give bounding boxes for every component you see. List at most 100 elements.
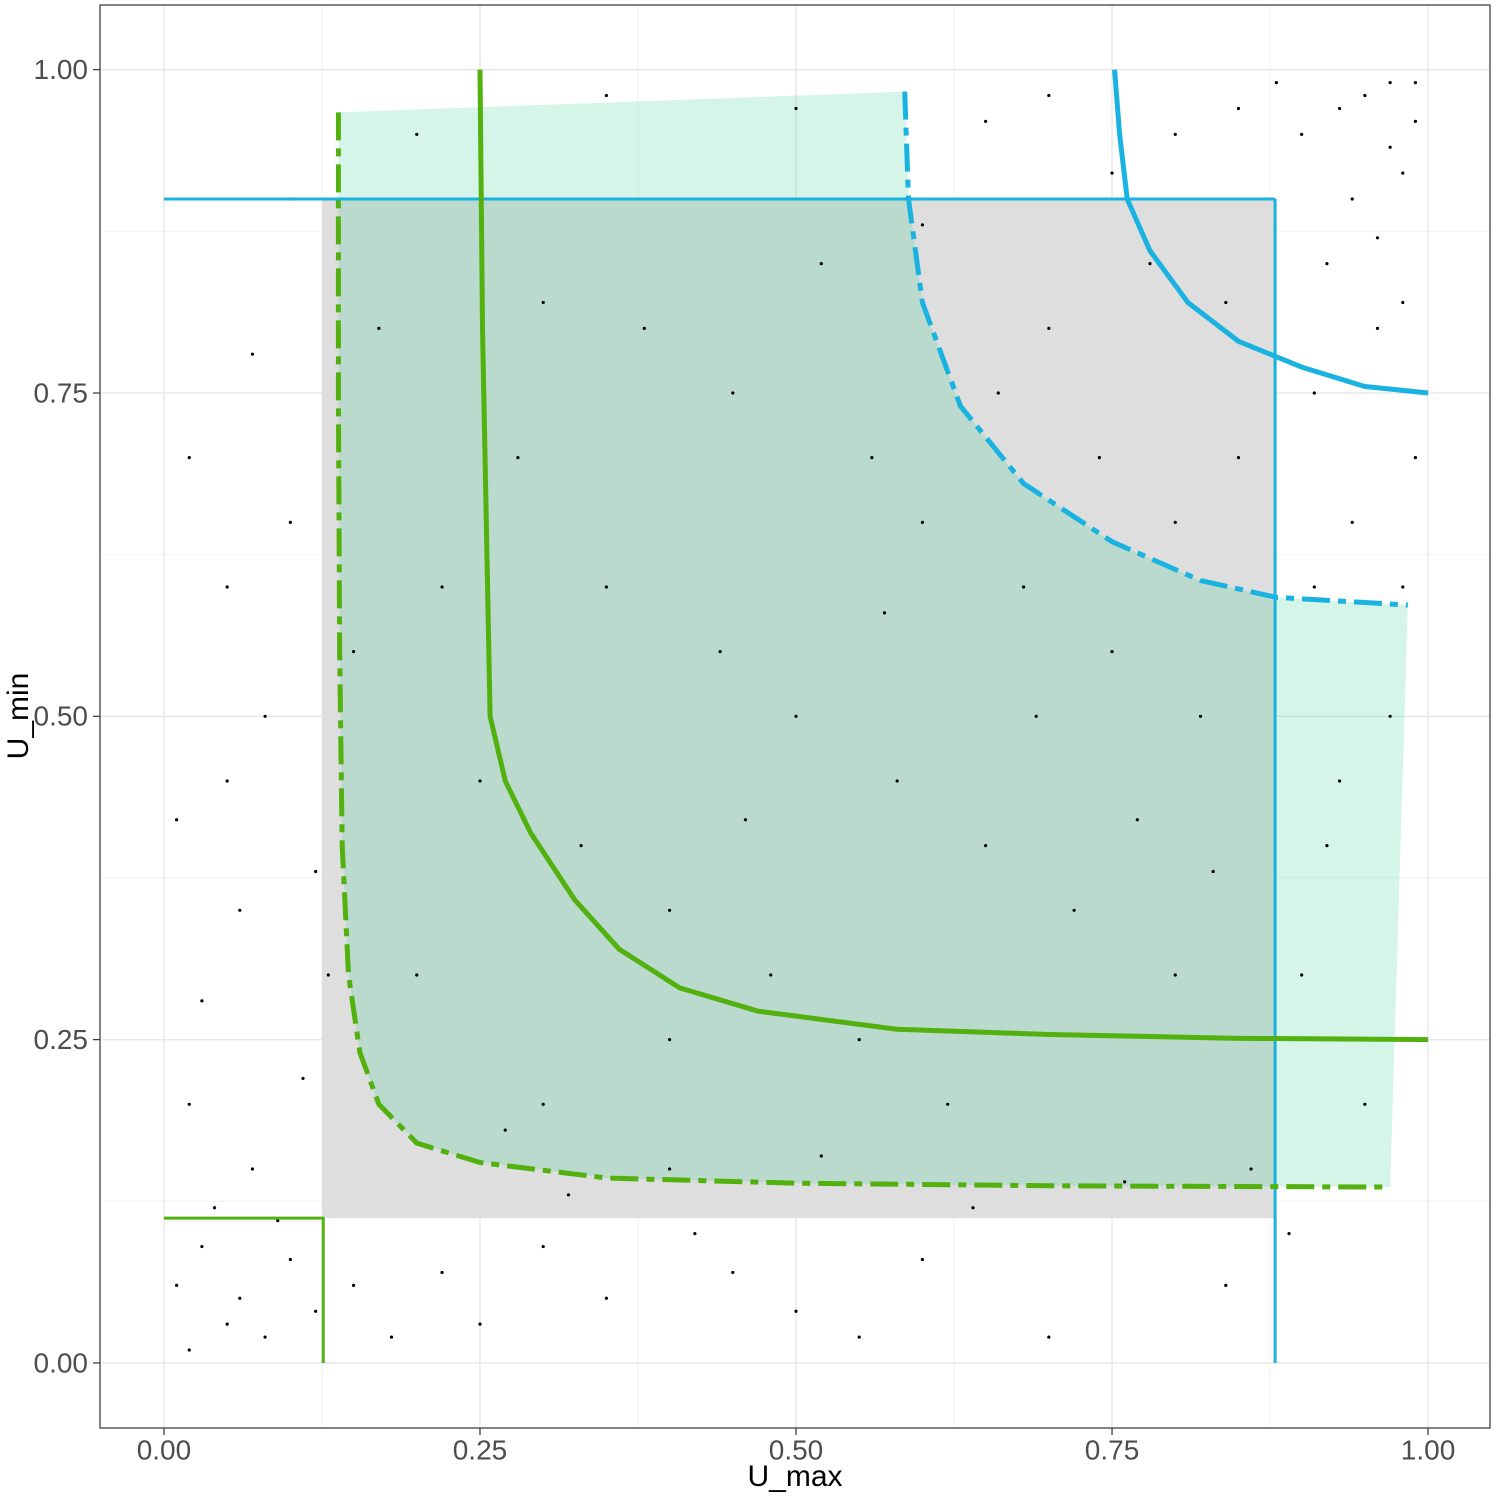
point [857, 1335, 861, 1339]
point [693, 1232, 697, 1236]
point [1249, 1167, 1253, 1171]
curve [163, 1216, 325, 1363]
point [1287, 1232, 1291, 1236]
shaded-area [338, 91, 1408, 1188]
point [1401, 171, 1405, 175]
point [1388, 145, 1392, 149]
point [920, 223, 925, 227]
point [263, 714, 267, 718]
point [200, 999, 204, 1003]
point [984, 119, 988, 123]
lines [163, 69, 1429, 1363]
point [920, 520, 925, 524]
point [377, 326, 381, 330]
point [1388, 80, 1392, 85]
point [1375, 236, 1380, 240]
point [1413, 119, 1418, 123]
point [1224, 1283, 1228, 1287]
point [187, 456, 191, 460]
y-tick-label: 0.00 [34, 1347, 89, 1378]
point [1034, 714, 1038, 718]
point [314, 1309, 318, 1313]
point [351, 1283, 356, 1287]
point [1413, 80, 1418, 85]
y-tick-label: 0.75 [34, 377, 89, 408]
point [579, 844, 583, 848]
curve [335, 112, 1386, 1190]
point [1047, 326, 1051, 330]
y-tick-label: 1.00 [34, 54, 89, 85]
y-axis-title: U_min [2, 673, 35, 760]
point [1135, 818, 1139, 822]
point [604, 93, 608, 98]
point [895, 779, 899, 783]
point [516, 456, 520, 460]
point [1325, 844, 1329, 848]
point [225, 585, 229, 589]
point [882, 611, 887, 615]
point [200, 1244, 204, 1249]
axes: 0.00 0.25 0.50 0.75 1.00 0.00 0.25 0.50 0.75 1.00 [34, 54, 1456, 1465]
areas [321, 91, 1408, 1219]
point [415, 132, 419, 136]
point [1388, 714, 1392, 718]
point [743, 818, 748, 822]
shaded-area [321, 198, 1276, 1219]
y-tick-label: 0.50 [34, 701, 89, 732]
point [731, 391, 735, 395]
x-tick-label: 0.00 [137, 1434, 192, 1465]
x-tick-label: 0.50 [769, 1434, 824, 1465]
point [1047, 1335, 1051, 1339]
point [1401, 585, 1405, 589]
point [1021, 585, 1026, 589]
point [1363, 1102, 1367, 1106]
point [1072, 908, 1076, 912]
point [819, 1154, 823, 1158]
point [642, 326, 646, 330]
point [212, 1206, 217, 1210]
point [175, 1283, 179, 1287]
point [1211, 869, 1215, 874]
point [225, 1322, 229, 1326]
point [288, 1257, 292, 1262]
point [187, 1102, 191, 1106]
x-tick-label: 1.00 [1401, 1434, 1456, 1465]
point [794, 1309, 798, 1313]
point [668, 1167, 672, 1171]
point [731, 1270, 735, 1275]
point [351, 650, 356, 654]
point [668, 908, 672, 912]
point [718, 650, 722, 654]
point [996, 391, 1000, 395]
x-tick-label: 0.25 [453, 1434, 508, 1465]
point [1337, 779, 1342, 783]
point [1363, 93, 1367, 98]
point [238, 908, 242, 912]
point [857, 1038, 861, 1042]
point [794, 714, 798, 718]
point [1300, 973, 1304, 977]
point [1173, 132, 1177, 136]
point [1375, 326, 1380, 330]
point [288, 520, 292, 524]
point [604, 585, 608, 589]
point [478, 779, 482, 783]
point [1110, 171, 1114, 175]
point [769, 973, 773, 977]
point [1123, 1180, 1127, 1184]
point [971, 1206, 975, 1210]
curve [477, 69, 1429, 1043]
point [794, 106, 798, 111]
curve [902, 91, 1408, 608]
point [415, 973, 419, 977]
point [276, 1219, 280, 1223]
point [503, 1128, 507, 1132]
point [1173, 973, 1177, 977]
point [1224, 300, 1228, 305]
point [389, 1335, 394, 1339]
point [1300, 132, 1304, 136]
point [238, 1296, 242, 1300]
point [301, 1076, 305, 1081]
point [1312, 391, 1316, 395]
